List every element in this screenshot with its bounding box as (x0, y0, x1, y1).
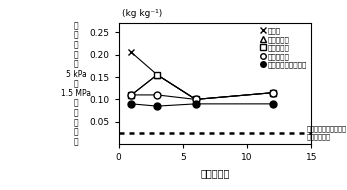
Text: 対照（無混和の土壌）
の有効水分量: 対照（無混和の土壌） の有効水分量 (306, 126, 346, 140)
Legend: バガス, 鶏ふん堆耩, 豚ふん堆耩, 牛ふん堆耩, 牛ふんペレット堆耩: バガス, 鶏ふん堆耩, 豚ふん堆耩, 牛ふん堆耩, 牛ふんペレット堆耩 (259, 27, 308, 69)
Text: (kg kg⁻¹): (kg kg⁻¹) (122, 10, 163, 18)
Text: 有
効
水
分
（
5 kPa
～
1.5 MPa
の
水
分
量
）: 有 効 水 分 （ 5 kPa ～ 1.5 MPa の 水 分 量 ） (61, 21, 91, 146)
X-axis label: 埋設後月数: 埋設後月数 (200, 168, 230, 178)
